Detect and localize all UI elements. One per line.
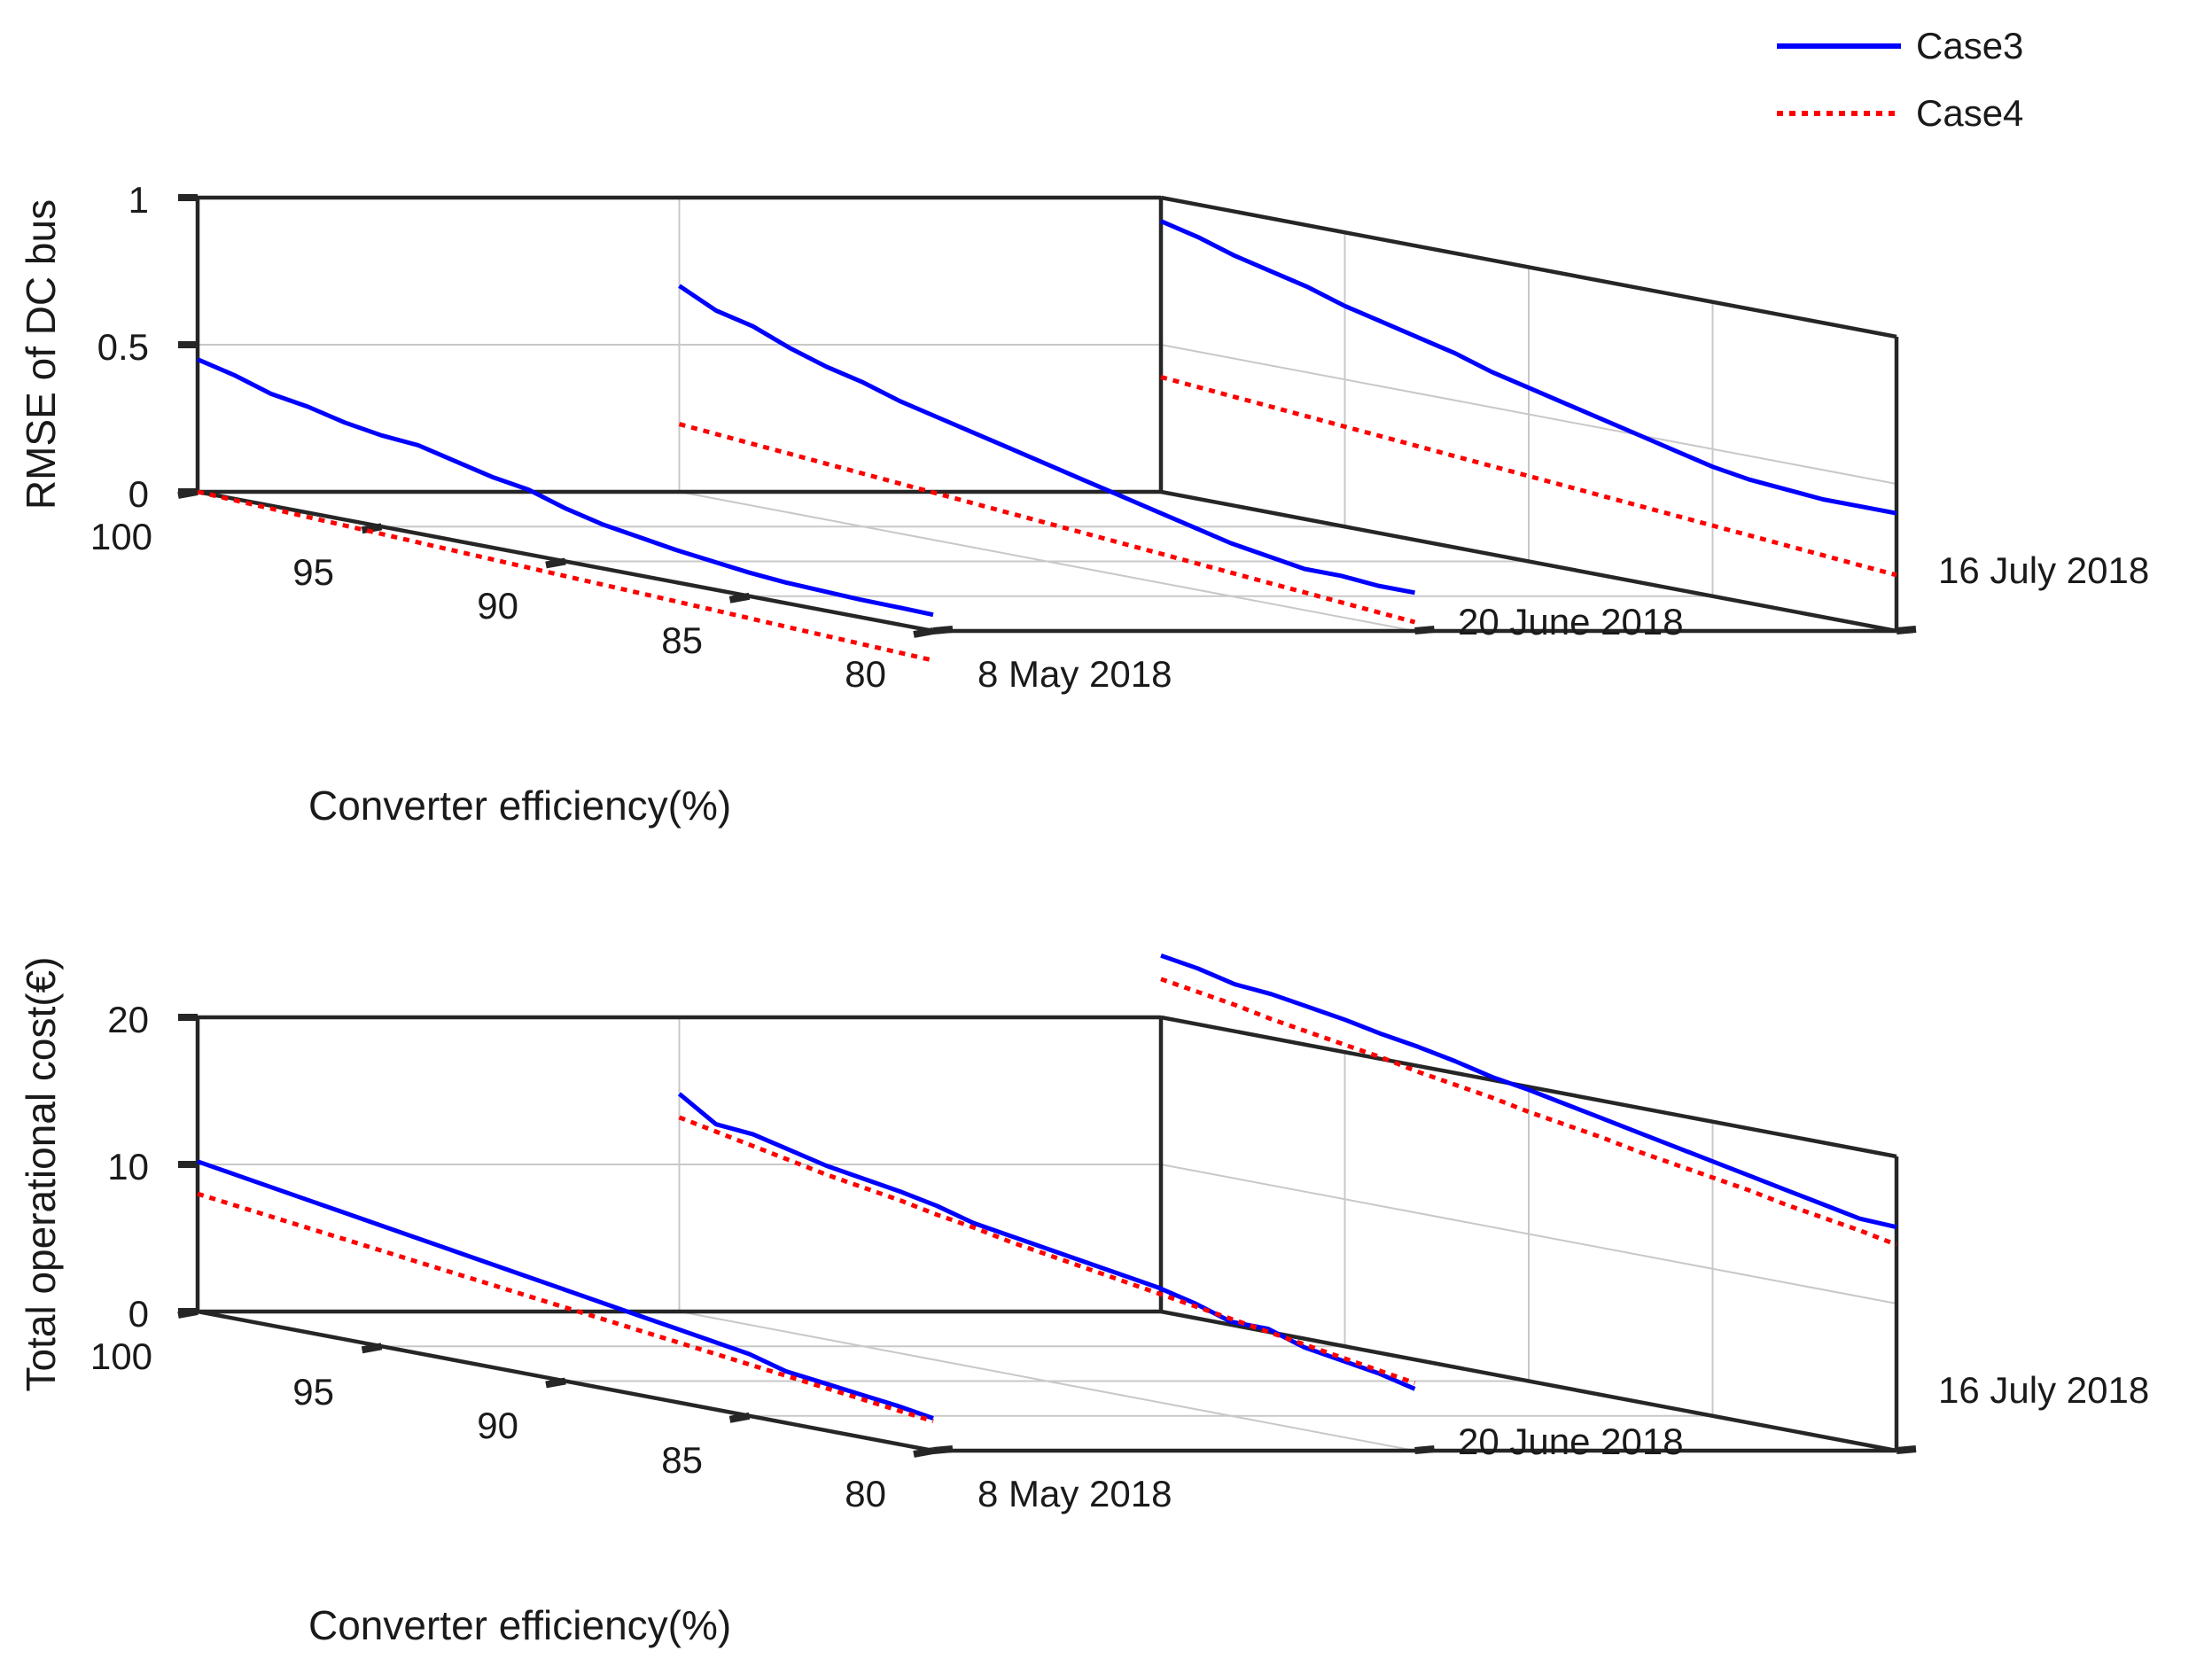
x-tick-mark [545,557,566,569]
series-line-case4 [197,1191,934,1424]
y-tick-mark [1896,626,1917,634]
axes-box-edge [1160,195,1897,339]
legend-label-case4: Case4 [1916,92,2023,134]
x-tick-mark [361,1343,383,1354]
legend-label-case3: Case3 [1916,25,2023,66]
x-tick-mark [913,627,934,638]
chart-cost-ticks [177,1014,1917,1458]
chart-cost-x-tick-labels: 100 95 90 85 80 [90,1335,886,1514]
chart-rmse-box [195,195,1899,634]
chart-cost-grid [198,1017,1897,1452]
axes-box-edge [1160,489,1897,634]
category-label: 20 June 2018 [1458,601,1684,642]
axes-box-edge [1160,1015,1897,1159]
floor-grid-line [679,491,1415,632]
chart-rmse-ticks [177,194,1917,638]
series-line-case3 [197,357,934,618]
x-axis-label: Converter efficiency(%) [308,782,731,829]
chart-rmse-series [197,219,1897,663]
category-label: 20 June 2018 [1458,1421,1684,1462]
series-line-case3 [197,1159,934,1421]
category-label: 8 May 2018 [977,653,1172,695]
category-label: 16 July 2018 [1938,549,2149,591]
x-tick-mark [545,1377,566,1389]
x-axis-label: Converter efficiency(%) [308,1602,731,1648]
category-label: 8 May 2018 [977,1473,1172,1514]
y-tick-mark [1896,1445,1917,1454]
z-axis-label: RMSE of DC bus [18,199,64,510]
series-line-case3 [1160,219,1897,516]
category-label: 16 July 2018 [1938,1369,2149,1411]
chart-cost-category-labels: 8 May 2018 20 June 2018 16 July 2018 [977,1369,2149,1514]
chart-cost-box [195,1015,1899,1453]
x-tick-mark [913,1447,934,1458]
y-tick-mark [1414,626,1435,634]
chart-cost: 0 10 20 100 95 90 85 80 8 May 2018 20 Ju… [18,953,2149,1648]
series-line-case3 [678,284,1415,596]
series-line-case3 [677,1092,1416,1391]
x-tick-label: 85 [661,619,703,661]
series-line-case4 [678,422,1416,625]
chart-cost-z-tick-labels: 0 10 20 [107,999,149,1335]
x-tick-label: 90 [477,585,518,627]
x-tick-label: 95 [292,551,334,593]
z-tick-label: 0 [129,473,149,515]
x-tick-label: 85 [661,1439,703,1481]
chart-rmse-x-tick-labels: 100 95 90 85 80 [90,516,886,695]
y-tick-mark [932,1445,954,1454]
chart-rmse-grid [198,198,1897,632]
z-tick-label: 10 [107,1146,149,1187]
chart-rmse: 0 0.5 1 100 95 90 85 80 8 May 2018 20 Ju… [18,179,2149,829]
chart-rmse-z-tick-labels: 0 0.5 1 [97,179,149,515]
x-tick-label: 80 [845,1473,886,1514]
x-tick-mark [728,592,751,603]
y-tick-mark [932,626,954,634]
series-line-case4 [197,489,934,663]
chart-cost-series [197,953,1897,1424]
chart-rmse-category-labels: 8 May 2018 20 June 2018 16 July 2018 [977,549,2149,695]
x-tick-mark [361,523,383,534]
x-tick-label: 100 [90,516,152,557]
x-tick-label: 100 [90,1335,152,1377]
z-tick-label: 1 [129,179,149,221]
floor-grid-line [679,1311,1415,1452]
z-tick-label: 20 [107,999,149,1040]
legend: Case3 Case4 [1777,25,2023,134]
x-tick-label: 80 [845,653,886,695]
z-tick-label: 0.5 [97,326,149,368]
x-tick-label: 90 [477,1405,518,1446]
y-tick-mark [1414,1445,1435,1454]
z-axis-label: Total operational cost(€) [18,957,64,1392]
x-tick-mark [728,1412,751,1423]
series-line-case3 [1160,953,1897,1230]
series-line-case4 [1160,375,1897,578]
z-tick-label: 0 [129,1293,149,1335]
x-tick-label: 95 [292,1371,334,1413]
